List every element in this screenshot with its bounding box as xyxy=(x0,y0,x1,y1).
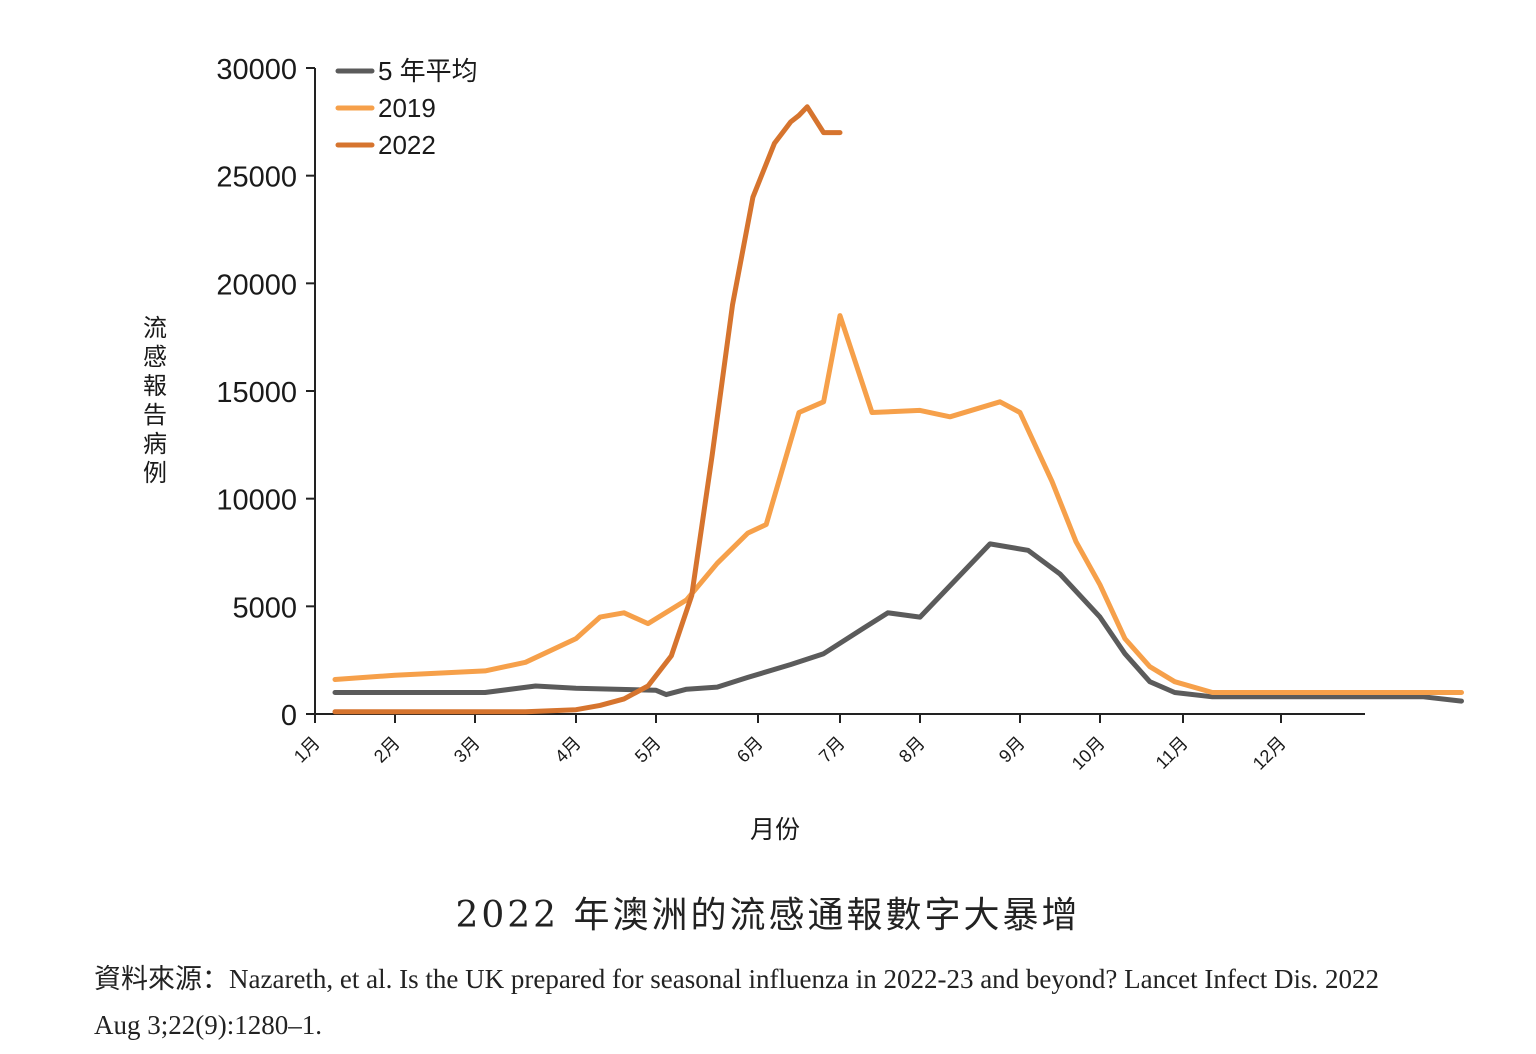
x-tick-label: 2月 xyxy=(370,733,404,767)
y-axis-label-char: 流 xyxy=(143,315,167,342)
x-tick-label: 5月 xyxy=(631,733,665,767)
x-tick-label: 11月 xyxy=(1152,733,1192,773)
x-tick-label: 7月 xyxy=(815,733,849,767)
series-line-3 xyxy=(332,104,843,715)
legend-label: 2019 xyxy=(378,93,436,123)
y-tick-label: 10000 xyxy=(216,485,297,517)
x-tick-label: 10月 xyxy=(1068,733,1109,774)
y-axis-label-char: 例 xyxy=(143,460,167,487)
x-tick-label: 8月 xyxy=(895,733,929,767)
y-tick-label: 5000 xyxy=(232,592,297,624)
x-axis-label: 月份 xyxy=(750,816,800,844)
legend-label: 5 年平均 xyxy=(378,56,478,86)
y-axis-label-char: 報 xyxy=(143,373,167,400)
series-line-1 xyxy=(332,541,1464,704)
y-tick-label: 30000 xyxy=(216,54,297,86)
y-axis-label-char: 感 xyxy=(143,344,167,371)
series-group xyxy=(332,104,1464,715)
y-axis-label: 流感報告病例 xyxy=(143,315,167,487)
y-axis-label-char: 告 xyxy=(143,402,167,429)
x-tick-label: 1月 xyxy=(290,733,324,767)
source-note: 資料來源：Nazareth, et al. Is the UK prepared… xyxy=(94,964,1380,1040)
y-axis-label-char: 病 xyxy=(143,431,167,458)
x-tick-label: 6月 xyxy=(733,733,767,767)
y-tick-label: 0 xyxy=(281,700,297,732)
chart-title: 2022 年澳洲的流感通報數字大暴增 xyxy=(455,895,1081,936)
x-tick-label: 12月 xyxy=(1249,733,1290,774)
x-tick-label: 3月 xyxy=(450,733,484,767)
series-line-2 xyxy=(332,313,1464,695)
x-tick-label: 9月 xyxy=(995,733,1029,767)
legend-label: 2022 xyxy=(378,130,436,160)
x-tick-label: 4月 xyxy=(551,733,585,767)
y-tick-label: 15000 xyxy=(216,377,297,409)
y-tick-label: 20000 xyxy=(216,269,297,301)
legend: 5 年平均 2019 2022 xyxy=(335,56,478,160)
y-tick-label: 25000 xyxy=(216,162,297,194)
